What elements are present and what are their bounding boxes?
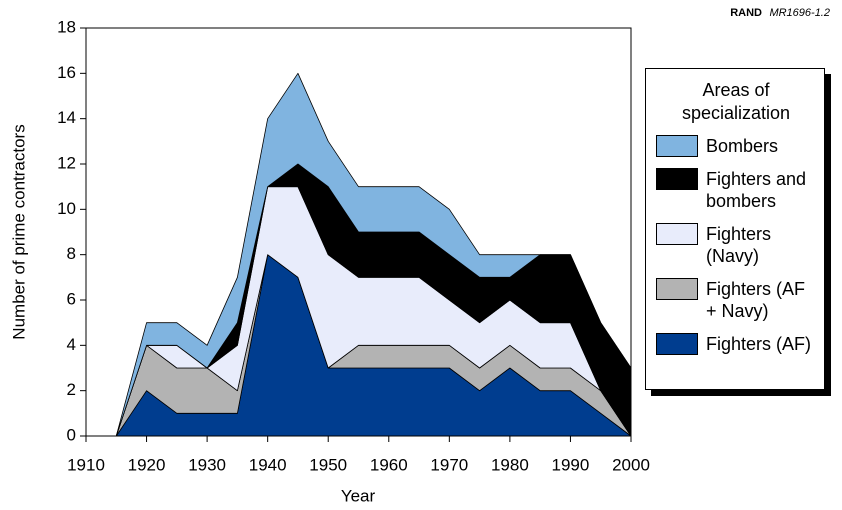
x-tick-label: 1950 xyxy=(309,455,347,474)
x-tick-label: 2000 xyxy=(612,455,650,474)
legend: Areas of specialization Bombers Fighters … xyxy=(645,68,825,390)
legend-item: Bombers xyxy=(656,135,816,157)
source-id: MR1696-1.2 xyxy=(769,7,830,19)
x-tick-label: 1980 xyxy=(491,455,529,474)
legend-item: Fighters (Navy) xyxy=(656,223,816,267)
legend-title: Areas of specialization xyxy=(681,80,791,123)
legend-swatch xyxy=(656,278,698,300)
x-tick-label: 1940 xyxy=(249,455,287,474)
plot-frame xyxy=(85,27,632,437)
y-axis-label: Number of prime contractors xyxy=(9,124,28,339)
y-tick-label: 4 xyxy=(67,335,76,354)
legend-label: Fighters and bombers xyxy=(706,169,807,211)
legend-item: Fighters (AF + Navy) xyxy=(656,278,816,322)
legend-swatch xyxy=(656,168,698,190)
legend-swatch xyxy=(656,223,698,245)
x-tick-label: 1990 xyxy=(552,455,590,474)
legend-label: Fighters (Navy) xyxy=(706,224,772,266)
legend-swatch xyxy=(656,333,698,355)
legend-item: Fighters and bombers xyxy=(656,168,816,212)
y-tick-label: 0 xyxy=(67,425,76,444)
x-tick-label: 1930 xyxy=(188,455,226,474)
areas xyxy=(85,72,632,437)
legend-label: Fighters (AF + Navy) xyxy=(706,279,806,321)
y-tick-label: 16 xyxy=(57,63,76,82)
y-tick-label: 14 xyxy=(57,108,76,127)
y-tick-label: 12 xyxy=(57,153,76,172)
y-tick-label: 6 xyxy=(67,289,76,308)
y-tick-label: 8 xyxy=(67,244,76,263)
x-tick-label: 1910 xyxy=(67,455,105,474)
y-tick-label: 2 xyxy=(67,380,76,399)
x-axis-label: Year xyxy=(341,486,376,505)
legend-swatch xyxy=(656,135,698,157)
x-tick-label: 1970 xyxy=(430,455,468,474)
y-tick-label: 18 xyxy=(57,17,76,36)
x-tick-label: 1920 xyxy=(128,455,166,474)
legend-label: Bombers xyxy=(706,136,779,156)
legend-label: Fighters (AF) xyxy=(706,334,812,354)
x-tick-label: 1960 xyxy=(370,455,408,474)
legend-item: Fighters (AF) xyxy=(656,333,816,355)
source-org: RAND xyxy=(730,7,762,19)
y-tick-label: 10 xyxy=(57,199,76,218)
